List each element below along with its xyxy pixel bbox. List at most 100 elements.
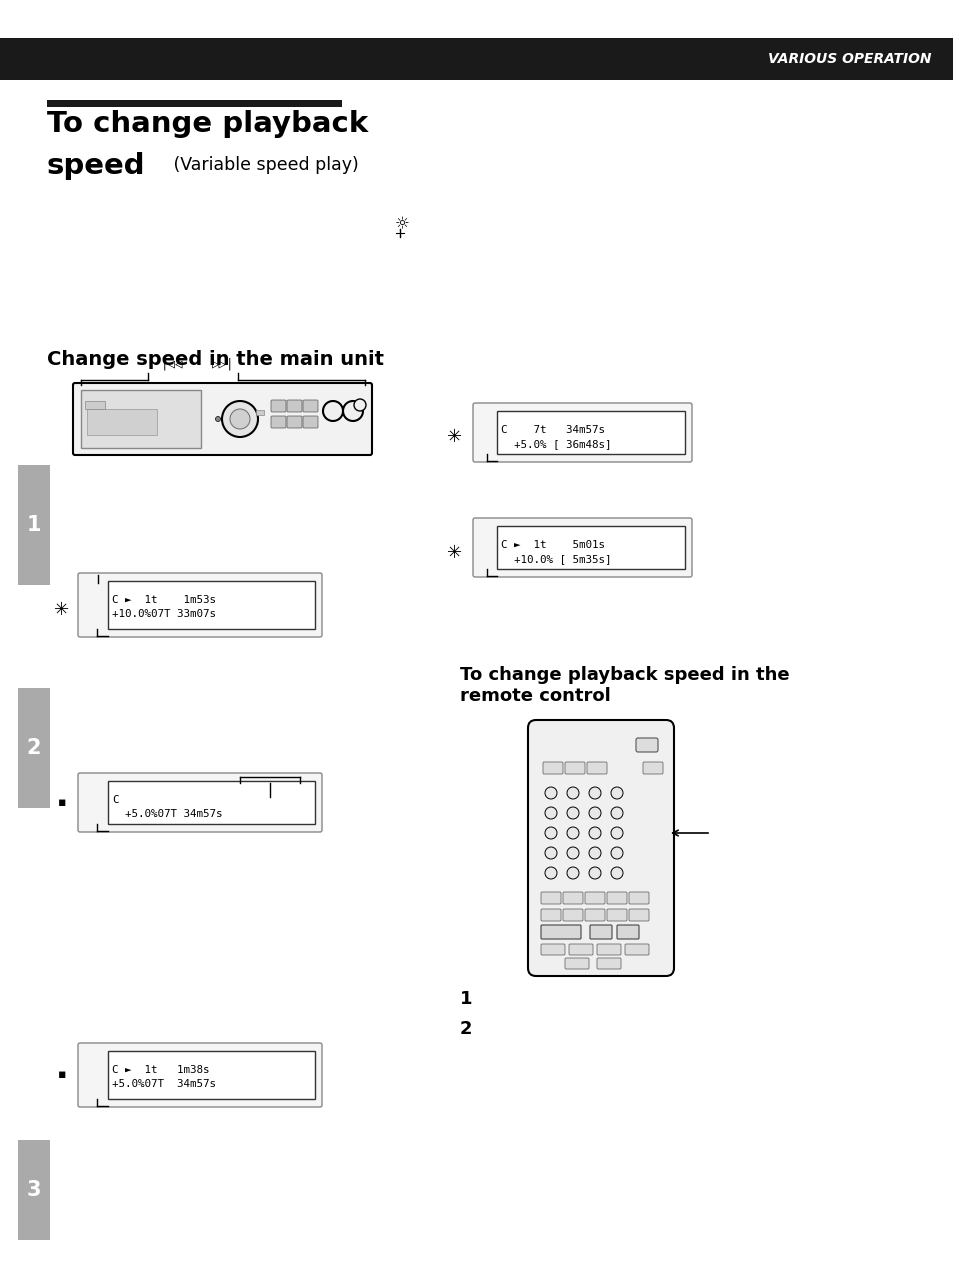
FancyBboxPatch shape xyxy=(624,944,648,956)
FancyBboxPatch shape xyxy=(527,720,673,976)
Circle shape xyxy=(588,787,600,799)
FancyBboxPatch shape xyxy=(540,944,564,956)
Text: 2: 2 xyxy=(459,1020,472,1038)
FancyBboxPatch shape xyxy=(584,910,604,921)
FancyBboxPatch shape xyxy=(606,892,626,905)
FancyBboxPatch shape xyxy=(586,762,606,775)
Text: ✳: ✳ xyxy=(447,428,462,446)
Circle shape xyxy=(544,827,557,840)
Circle shape xyxy=(588,847,600,859)
FancyBboxPatch shape xyxy=(542,762,562,775)
Circle shape xyxy=(354,399,366,412)
FancyBboxPatch shape xyxy=(562,910,582,921)
Text: 1: 1 xyxy=(459,990,472,1008)
FancyBboxPatch shape xyxy=(540,910,560,921)
Circle shape xyxy=(215,417,220,422)
Text: +10.0%07T 33m07s: +10.0%07T 33m07s xyxy=(112,609,215,619)
Text: ☼: ☼ xyxy=(395,215,410,233)
Bar xyxy=(18,465,50,585)
FancyBboxPatch shape xyxy=(78,573,322,637)
FancyBboxPatch shape xyxy=(78,773,322,832)
Circle shape xyxy=(566,868,578,879)
Bar xyxy=(85,401,105,409)
Text: 3: 3 xyxy=(27,1180,41,1200)
Circle shape xyxy=(566,827,578,840)
FancyBboxPatch shape xyxy=(597,958,620,970)
FancyBboxPatch shape xyxy=(597,944,620,956)
FancyBboxPatch shape xyxy=(303,400,317,412)
Text: 2: 2 xyxy=(27,738,41,758)
Circle shape xyxy=(544,787,557,799)
FancyBboxPatch shape xyxy=(271,417,286,428)
Text: +5.0%07T 34m57s: +5.0%07T 34m57s xyxy=(112,809,222,819)
Text: ✳: ✳ xyxy=(447,544,462,562)
FancyBboxPatch shape xyxy=(540,925,580,939)
Text: Change speed in the main unit: Change speed in the main unit xyxy=(47,350,384,369)
Circle shape xyxy=(544,868,557,879)
Text: To change playback: To change playback xyxy=(47,110,368,138)
Bar xyxy=(108,581,314,629)
FancyBboxPatch shape xyxy=(303,417,317,428)
FancyBboxPatch shape xyxy=(564,762,584,775)
FancyBboxPatch shape xyxy=(564,958,588,970)
Circle shape xyxy=(566,787,578,799)
Circle shape xyxy=(610,847,622,859)
FancyBboxPatch shape xyxy=(589,925,612,939)
Text: ▷▷|: ▷▷| xyxy=(212,358,234,371)
FancyBboxPatch shape xyxy=(73,383,372,455)
FancyBboxPatch shape xyxy=(473,519,691,577)
Circle shape xyxy=(588,827,600,840)
Circle shape xyxy=(588,806,600,819)
Text: ✳: ✳ xyxy=(54,601,70,619)
Circle shape xyxy=(230,409,250,429)
Text: +5.0%07T  34m57s: +5.0%07T 34m57s xyxy=(112,1079,215,1089)
Text: +5.0% [ 36m48s]: +5.0% [ 36m48s] xyxy=(500,440,611,448)
Bar xyxy=(497,526,684,569)
Text: |◁◁: |◁◁ xyxy=(161,358,183,371)
FancyBboxPatch shape xyxy=(287,400,302,412)
FancyBboxPatch shape xyxy=(636,738,658,752)
Circle shape xyxy=(222,401,257,437)
Text: 1: 1 xyxy=(27,515,41,535)
FancyBboxPatch shape xyxy=(628,910,648,921)
FancyBboxPatch shape xyxy=(271,400,286,412)
Bar xyxy=(47,99,341,107)
FancyBboxPatch shape xyxy=(78,1043,322,1107)
Circle shape xyxy=(566,847,578,859)
FancyBboxPatch shape xyxy=(540,892,560,905)
Text: C ►  1t    1m53s: C ► 1t 1m53s xyxy=(112,595,215,605)
Text: ▪: ▪ xyxy=(58,796,66,809)
Bar xyxy=(18,1140,50,1240)
Bar xyxy=(108,1051,314,1099)
FancyBboxPatch shape xyxy=(628,892,648,905)
Circle shape xyxy=(323,401,343,420)
Bar xyxy=(18,688,50,808)
Text: +10.0% [ 5m35s]: +10.0% [ 5m35s] xyxy=(500,554,611,564)
Text: C: C xyxy=(112,795,118,805)
Circle shape xyxy=(610,827,622,840)
Text: VARIOUS OPERATION: VARIOUS OPERATION xyxy=(768,52,931,66)
Circle shape xyxy=(544,847,557,859)
Text: To change playback speed in the
remote control: To change playback speed in the remote c… xyxy=(459,666,789,705)
FancyBboxPatch shape xyxy=(606,910,626,921)
Circle shape xyxy=(610,806,622,819)
FancyBboxPatch shape xyxy=(287,417,302,428)
FancyBboxPatch shape xyxy=(568,944,593,956)
Circle shape xyxy=(343,401,363,420)
Text: C ►  1t    5m01s: C ► 1t 5m01s xyxy=(500,540,604,550)
Text: C ►  1t   1m38s: C ► 1t 1m38s xyxy=(112,1065,210,1075)
Text: ▪: ▪ xyxy=(58,1069,66,1082)
Circle shape xyxy=(566,806,578,819)
Circle shape xyxy=(544,806,557,819)
Text: (Variable speed play): (Variable speed play) xyxy=(168,155,358,175)
Text: C    7t   34m57s: C 7t 34m57s xyxy=(500,426,604,434)
Bar xyxy=(81,390,201,448)
Circle shape xyxy=(610,787,622,799)
FancyBboxPatch shape xyxy=(642,762,662,775)
FancyBboxPatch shape xyxy=(473,403,691,462)
Circle shape xyxy=(588,868,600,879)
Text: speed: speed xyxy=(47,152,146,180)
Bar xyxy=(255,410,264,415)
FancyBboxPatch shape xyxy=(584,892,604,905)
FancyBboxPatch shape xyxy=(617,925,639,939)
